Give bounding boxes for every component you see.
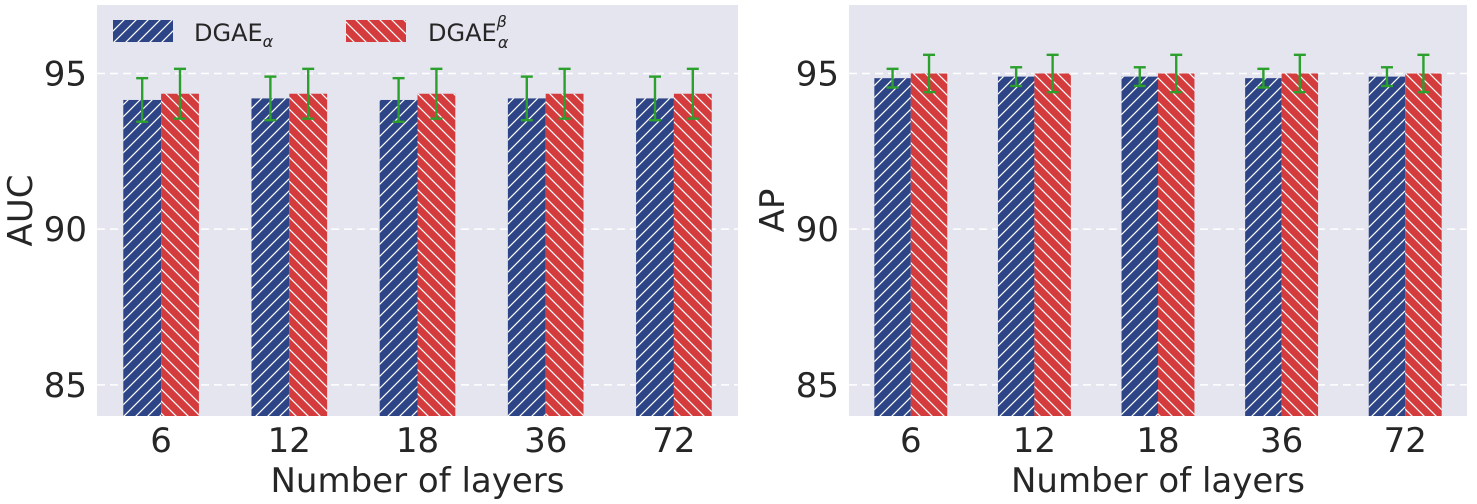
ap-x-tick-label: 12 <box>1013 421 1056 461</box>
ap-y-tick-label: 95 <box>796 55 839 95</box>
legend: DGAEα DGAEβ α <box>113 12 509 52</box>
ap-x-axis-label: Number of layers <box>1011 461 1305 501</box>
auc-x-tick-label: 18 <box>396 421 439 461</box>
legend-swatch-hatch <box>113 20 173 42</box>
auc-bar-hatch <box>507 98 546 416</box>
auc-bar-hatch <box>417 93 456 416</box>
ap-bar-hatch <box>1281 73 1319 416</box>
ap-error-bar <box>886 67 899 89</box>
auc-y-tick-label: 90 <box>44 210 87 250</box>
ap-error-bar <box>1293 53 1306 94</box>
auc-bar-hatch <box>636 98 674 416</box>
auc-x-tick-label: 6 <box>150 421 172 461</box>
ap-bar-hatch <box>1405 73 1442 416</box>
auc-x-axis-label: Number of layers <box>271 461 565 501</box>
ap-error-bar <box>1133 66 1146 88</box>
ap-error-bar <box>1417 53 1430 94</box>
auc-bar-hatch <box>123 99 162 416</box>
auc-y-tick-label: 85 <box>44 366 87 406</box>
ap-x-tick-label: 18 <box>1136 421 1179 461</box>
auc-error-bar <box>558 67 571 120</box>
auc-error-bar <box>302 67 315 120</box>
ap-y-axis-label: AP <box>753 189 793 233</box>
auc-error-bar <box>520 75 533 122</box>
auc-y-tick-label: 95 <box>44 55 87 95</box>
ap-bar-hatch <box>1034 73 1071 416</box>
ap-bar-hatch <box>997 76 1035 416</box>
auc-error-bar <box>686 67 699 120</box>
auc-bar-hatch <box>545 93 584 416</box>
ap-y-tick-label: 85 <box>796 366 839 406</box>
ap-y-tick-label: 90 <box>796 210 839 250</box>
legend-swatch-hatch <box>346 20 406 42</box>
auc-x-tick-label: 36 <box>524 421 567 461</box>
ap-error-bar <box>1170 53 1183 94</box>
auc-bar-hatch <box>161 93 199 416</box>
auc-y-axis-label: AUC <box>1 175 41 247</box>
ap-bar-hatch <box>1245 78 1282 416</box>
ap-bar-hatch <box>1121 76 1158 416</box>
auc-bar-hatch <box>251 98 290 416</box>
auc-error-bar <box>648 75 661 122</box>
auc-error-bar <box>136 76 149 123</box>
auc-error-bar <box>264 75 277 122</box>
ap-error-bar <box>1046 53 1059 94</box>
auc-error-bar <box>430 67 443 120</box>
ap-chart: 85 90 95 6 12 18 36 72 Number of layers AP <box>753 5 1467 501</box>
auc-x-tick-label: 12 <box>268 421 311 461</box>
auc-bar-hatch <box>379 99 418 416</box>
ap-error-bar <box>1257 67 1270 89</box>
auc-error-bar <box>174 67 187 120</box>
ap-x-tick-label: 36 <box>1260 421 1303 461</box>
legend-label-dgae-alpha-beta: DGAEβ α <box>428 12 509 52</box>
ap-x-tick-label: 6 <box>900 421 922 461</box>
ap-x-tick-label: 72 <box>1384 421 1427 461</box>
auc-bar-hatch <box>289 93 328 416</box>
auc-chart: 85 90 95 6 12 18 36 72 Number of layers AUC <box>1 5 738 501</box>
ap-bar-hatch <box>1368 76 1406 416</box>
ap-bar-hatch <box>874 78 911 416</box>
ap-error-bar <box>1010 66 1023 88</box>
auc-bar-hatch <box>673 93 712 416</box>
legend-label-dgae-alpha: DGAEα <box>194 19 274 51</box>
ap-error-bar <box>923 53 936 94</box>
auc-x-tick-label: 72 <box>652 421 695 461</box>
ap-bar-hatch <box>910 73 948 416</box>
ap-bar-hatch <box>1158 73 1195 416</box>
ap-error-bar <box>1380 66 1393 88</box>
auc-error-bar <box>392 76 405 123</box>
